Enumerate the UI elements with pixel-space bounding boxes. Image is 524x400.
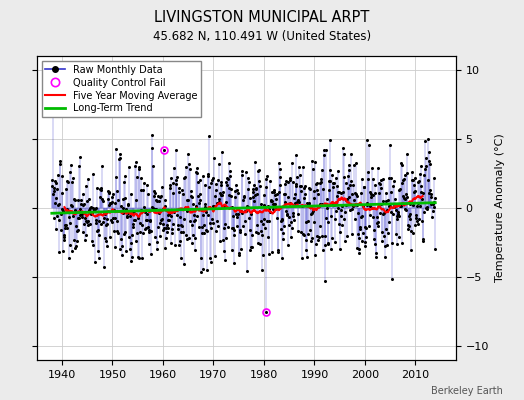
Text: LIVINGSTON MUNICIPAL ARPT: LIVINGSTON MUNICIPAL ARPT xyxy=(154,10,370,25)
Y-axis label: Temperature Anomaly (°C): Temperature Anomaly (°C) xyxy=(495,134,505,282)
Text: 45.682 N, 110.491 W (United States): 45.682 N, 110.491 W (United States) xyxy=(153,30,371,43)
Legend: Raw Monthly Data, Quality Control Fail, Five Year Moving Average, Long-Term Tren: Raw Monthly Data, Quality Control Fail, … xyxy=(41,61,201,117)
Text: Berkeley Earth: Berkeley Earth xyxy=(431,386,503,396)
